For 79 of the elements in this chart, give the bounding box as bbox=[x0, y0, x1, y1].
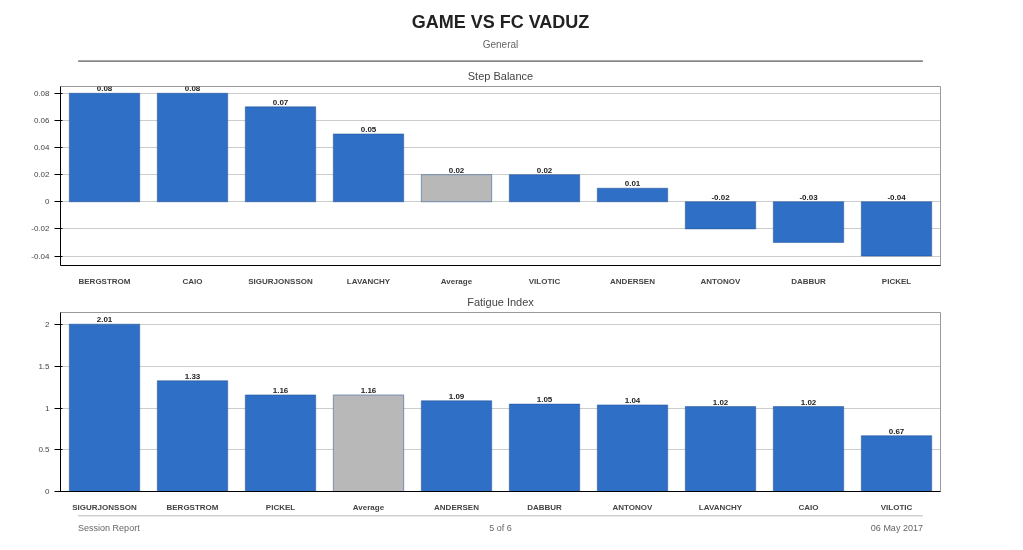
bar bbox=[69, 323, 140, 492]
x-tick-label: PICKEL bbox=[881, 276, 912, 286]
data-label: -0.02 bbox=[711, 192, 731, 202]
y-tick-label: 2 bbox=[45, 320, 51, 330]
chart-title: Step Balance bbox=[467, 69, 534, 82]
chart-title: Fatigue Index bbox=[467, 295, 535, 308]
bar bbox=[773, 406, 844, 492]
data-label: 1.16 bbox=[360, 386, 377, 396]
bar bbox=[685, 406, 756, 492]
x-tick-label: CAIO bbox=[798, 502, 819, 512]
x-tick-label: DABBUR bbox=[791, 276, 827, 286]
text: 5 of 6 bbox=[489, 522, 512, 533]
x-tick-label: BERGSTROM bbox=[166, 502, 219, 512]
text: Session Report bbox=[78, 522, 141, 533]
data-label: 1.02 bbox=[800, 397, 817, 407]
bar bbox=[509, 174, 580, 203]
bar bbox=[861, 201, 932, 257]
data-label: 0.01 bbox=[624, 179, 641, 189]
data-label: -0.03 bbox=[799, 192, 819, 202]
y-tick-label: 0.06 bbox=[33, 115, 51, 125]
data-label: 1.09 bbox=[448, 391, 465, 401]
data-label: 0.02 bbox=[448, 165, 465, 175]
x-tick-label: DABBUR bbox=[527, 502, 563, 512]
bar bbox=[597, 187, 668, 203]
bar bbox=[861, 435, 932, 492]
bar bbox=[69, 93, 140, 203]
bar bbox=[157, 93, 228, 203]
y-tick-label: -0.04 bbox=[31, 251, 51, 261]
x-tick-label: VILOTIC bbox=[528, 276, 561, 286]
x-tick-label: BERGSTROM bbox=[78, 276, 131, 286]
y-tick-label: 0.02 bbox=[33, 170, 51, 180]
bar bbox=[245, 394, 316, 492]
text: General bbox=[482, 39, 519, 51]
data-label: 2.01 bbox=[96, 315, 113, 325]
y-tick-label: 0.04 bbox=[33, 143, 51, 153]
data-label: 0.05 bbox=[360, 125, 377, 135]
bar bbox=[597, 404, 668, 492]
data-label: -0.04 bbox=[887, 192, 907, 202]
bar bbox=[685, 201, 756, 230]
x-tick-label: LAVANCHY bbox=[698, 502, 743, 512]
x-tick-label: SIGURJONSSON bbox=[248, 276, 313, 286]
text: GAME VS FC VADUZ bbox=[411, 11, 590, 32]
bar bbox=[333, 133, 404, 203]
bar bbox=[157, 380, 228, 492]
bar bbox=[421, 174, 492, 203]
x-tick-label: ANDERSEN bbox=[610, 276, 656, 286]
data-label: 1.05 bbox=[536, 395, 553, 405]
bar bbox=[773, 201, 844, 243]
y-tick-label: -0.02 bbox=[31, 224, 51, 234]
x-tick-label: ANDERSEN bbox=[434, 502, 480, 512]
data-label: 0.07 bbox=[272, 98, 289, 108]
y-tick-label: 0 bbox=[45, 487, 51, 496]
data-label: 0.08 bbox=[184, 84, 201, 94]
x-tick-label: ANTONOV bbox=[612, 502, 654, 512]
y-tick-label: 0.08 bbox=[33, 88, 51, 98]
x-tick-label: ANTONOV bbox=[700, 276, 742, 286]
x-tick-label: Average bbox=[352, 502, 385, 512]
data-label: 1.33 bbox=[184, 371, 201, 381]
bar bbox=[333, 394, 404, 492]
bar bbox=[245, 106, 316, 203]
data-label: 0.08 bbox=[96, 84, 113, 94]
y-tick-label: 1 bbox=[45, 403, 51, 413]
data-label: 0.67 bbox=[888, 426, 905, 436]
text: 06 May 2017 bbox=[870, 522, 923, 533]
data-label: 1.04 bbox=[624, 396, 641, 406]
bar bbox=[509, 403, 580, 492]
x-tick-label: VILOTIC bbox=[880, 502, 913, 512]
data-label: 1.16 bbox=[272, 386, 289, 396]
y-tick-label: 1.5 bbox=[38, 362, 51, 372]
x-tick-label: SIGURJONSSON bbox=[72, 502, 137, 512]
x-tick-label: Average bbox=[440, 276, 473, 286]
data-label: 1.02 bbox=[712, 397, 729, 407]
x-tick-label: PICKEL bbox=[265, 502, 296, 512]
x-tick-label: LAVANCHY bbox=[346, 276, 391, 286]
bar bbox=[421, 400, 492, 492]
x-tick-label: CAIO bbox=[182, 276, 203, 286]
data-label: 0.02 bbox=[536, 165, 553, 175]
y-tick-label: 0.5 bbox=[38, 445, 51, 455]
y-tick-label: 0 bbox=[45, 197, 51, 207]
